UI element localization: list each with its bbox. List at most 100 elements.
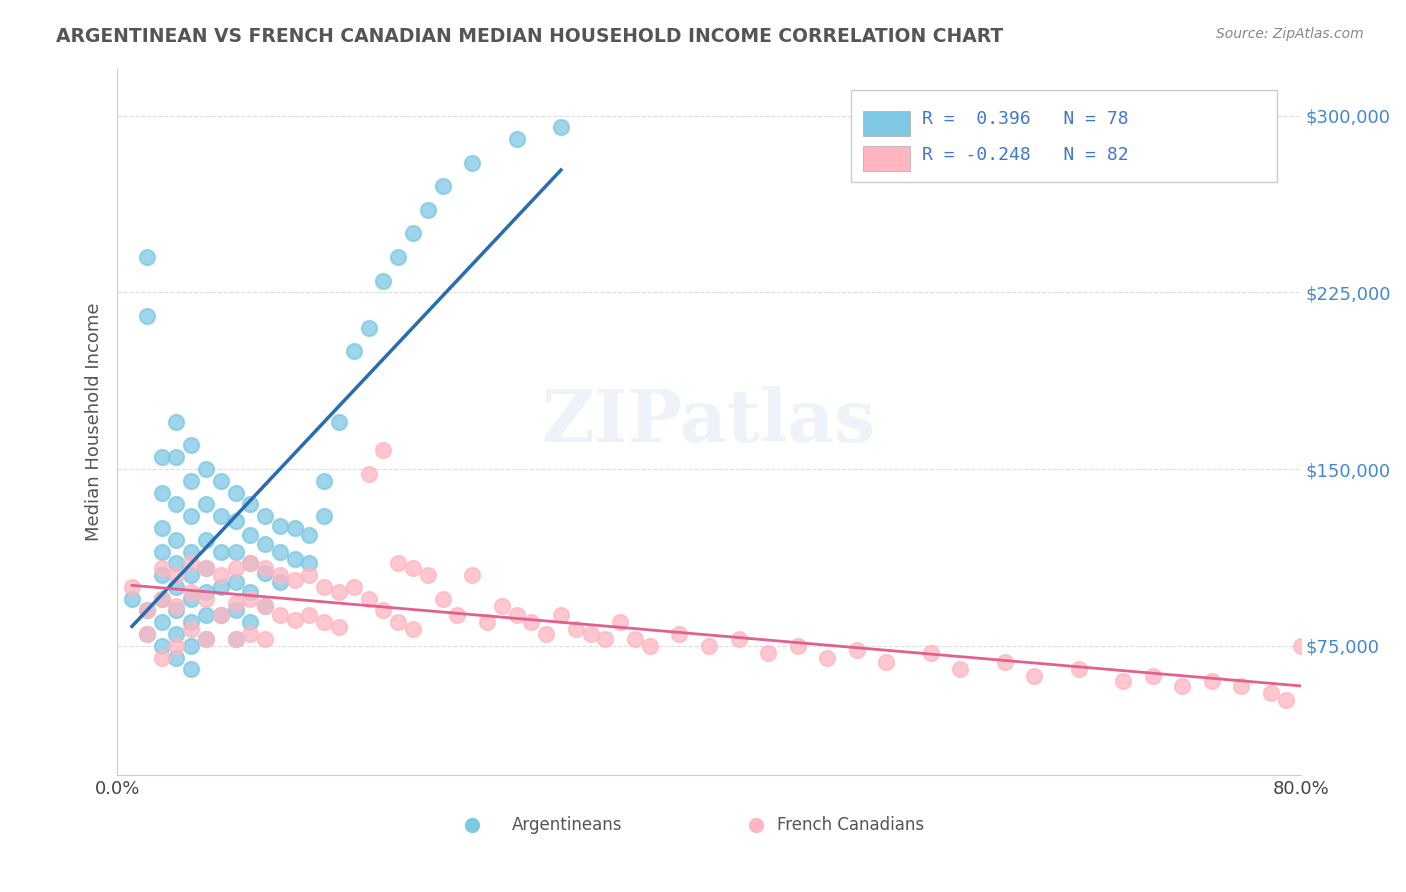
- Point: [165, 639, 187, 653]
- Point: [534, 627, 557, 641]
- Point: [1260, 686, 1282, 700]
- Point: [402, 622, 425, 636]
- Text: ARGENTINEAN VS FRENCH CANADIAN MEDIAN HOUSEHOLD INCOME CORRELATION CHART: ARGENTINEAN VS FRENCH CANADIAN MEDIAN HO…: [56, 27, 1004, 45]
- Point: [254, 599, 277, 613]
- Y-axis label: Median Household Income: Median Household Income: [86, 302, 103, 541]
- Point: [269, 608, 291, 623]
- Point: [194, 561, 217, 575]
- Point: [461, 568, 484, 582]
- Point: [1024, 669, 1046, 683]
- Point: [254, 509, 277, 524]
- Point: [254, 599, 277, 613]
- Point: [209, 544, 232, 558]
- Point: [328, 620, 350, 634]
- Point: [387, 556, 409, 570]
- Point: [314, 580, 336, 594]
- Point: [298, 528, 321, 542]
- Point: [180, 584, 202, 599]
- Point: [239, 615, 262, 630]
- Point: [269, 518, 291, 533]
- Point: [225, 603, 247, 617]
- Text: R = -0.248   N = 82: R = -0.248 N = 82: [922, 146, 1129, 164]
- Point: [1230, 679, 1253, 693]
- Point: [284, 613, 307, 627]
- Point: [194, 608, 217, 623]
- Point: [165, 568, 187, 582]
- Point: [165, 580, 187, 594]
- Text: ZIPatlas: ZIPatlas: [541, 386, 876, 458]
- Point: [135, 603, 157, 617]
- Point: [298, 568, 321, 582]
- Point: [949, 662, 972, 676]
- Point: [994, 655, 1017, 669]
- Point: [165, 556, 187, 570]
- Point: [225, 575, 247, 590]
- Point: [284, 551, 307, 566]
- Point: [446, 608, 468, 623]
- Point: [579, 627, 602, 641]
- Point: [520, 615, 543, 630]
- Point: [180, 509, 202, 524]
- Point: [180, 544, 202, 558]
- Point: [194, 561, 217, 575]
- Point: [1171, 679, 1194, 693]
- Point: [357, 467, 380, 481]
- Point: [254, 632, 277, 646]
- FancyBboxPatch shape: [863, 111, 910, 136]
- Point: [1142, 669, 1164, 683]
- Point: [432, 179, 454, 194]
- Point: [239, 591, 262, 606]
- Point: [209, 608, 232, 623]
- Point: [461, 155, 484, 169]
- Point: [815, 650, 838, 665]
- FancyBboxPatch shape: [863, 146, 910, 171]
- Point: [387, 250, 409, 264]
- Point: [209, 474, 232, 488]
- FancyBboxPatch shape: [851, 90, 1277, 182]
- Point: [194, 591, 217, 606]
- Point: [668, 627, 690, 641]
- Point: [609, 615, 631, 630]
- Point: [298, 556, 321, 570]
- Point: [1112, 674, 1135, 689]
- Point: [209, 608, 232, 623]
- Point: [225, 485, 247, 500]
- Point: [328, 415, 350, 429]
- Point: [209, 568, 232, 582]
- Point: [121, 591, 143, 606]
- Point: [550, 120, 572, 135]
- Point: [165, 497, 187, 511]
- Point: [150, 615, 173, 630]
- Point: [697, 639, 720, 653]
- Point: [150, 568, 173, 582]
- Text: R =  0.396   N = 78: R = 0.396 N = 78: [922, 111, 1129, 128]
- Point: [194, 584, 217, 599]
- Point: [150, 450, 173, 465]
- Point: [194, 533, 217, 547]
- Point: [239, 497, 262, 511]
- Point: [180, 662, 202, 676]
- Point: [180, 622, 202, 636]
- Point: [239, 584, 262, 599]
- Point: [150, 485, 173, 500]
- Point: [314, 474, 336, 488]
- Point: [225, 514, 247, 528]
- Point: [343, 344, 366, 359]
- Point: [314, 509, 336, 524]
- Point: [135, 627, 157, 641]
- Point: [269, 575, 291, 590]
- Point: [150, 591, 173, 606]
- Point: [373, 274, 395, 288]
- Point: [150, 544, 173, 558]
- Point: [165, 450, 187, 465]
- Point: [920, 646, 942, 660]
- Point: [239, 556, 262, 570]
- Point: [416, 202, 439, 217]
- Point: [505, 608, 527, 623]
- Point: [150, 591, 173, 606]
- Point: [180, 438, 202, 452]
- Point: [150, 561, 173, 575]
- Point: [624, 632, 647, 646]
- Point: [180, 556, 202, 570]
- Point: [269, 544, 291, 558]
